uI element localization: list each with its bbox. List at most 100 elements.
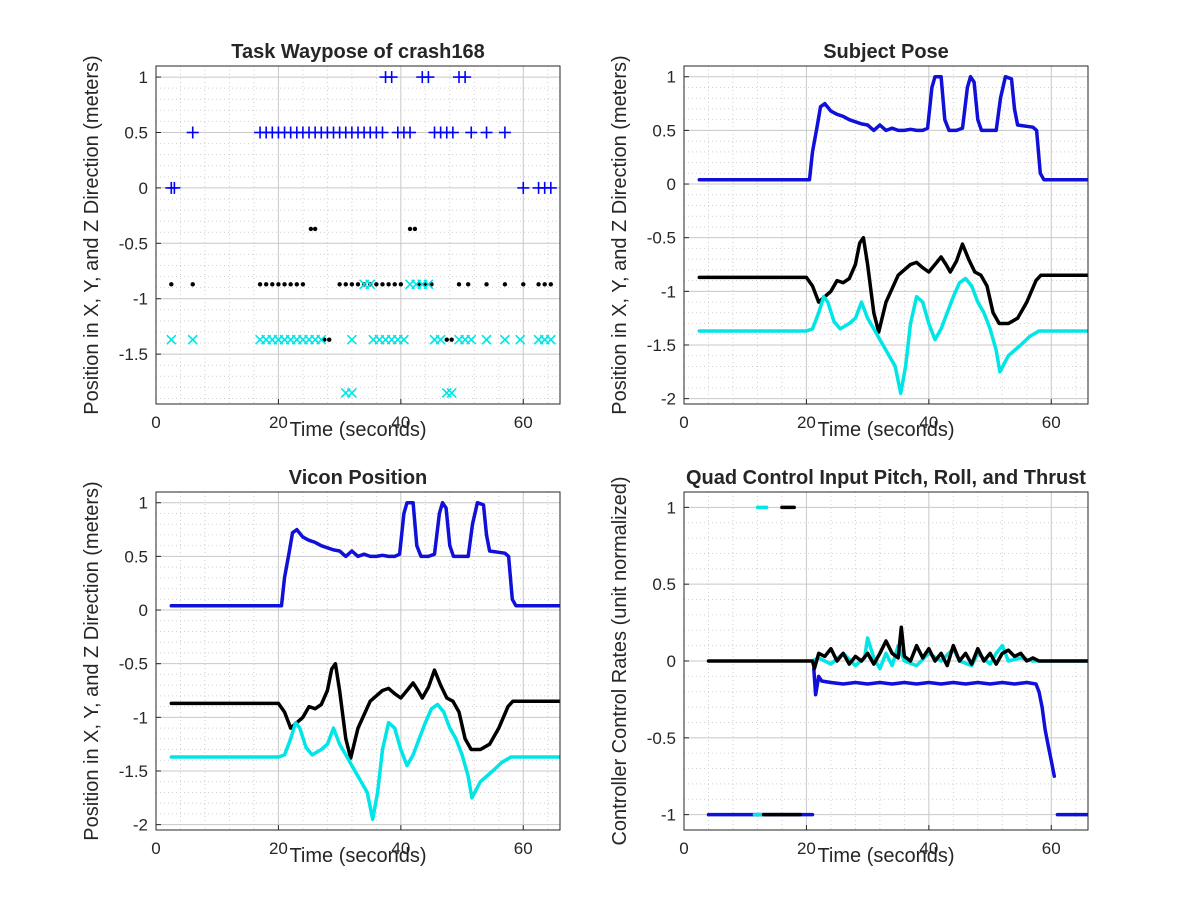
y-tick-label: -1 bbox=[661, 806, 676, 825]
x-tick-label: 20 bbox=[797, 413, 816, 432]
scatter-point-plus bbox=[480, 126, 493, 139]
scatter-point-dot bbox=[521, 282, 526, 287]
y-tick-label: -1.5 bbox=[119, 345, 148, 364]
scatter-point-dot bbox=[548, 282, 554, 287]
scatter-point-x bbox=[499, 334, 510, 345]
y-tick-label: 0 bbox=[667, 175, 676, 194]
y-tick-label: 0 bbox=[667, 652, 676, 671]
x-tick-label: 40 bbox=[919, 413, 938, 432]
x-tick-label: 0 bbox=[151, 413, 160, 432]
subplot-vicon-position: Vicon Position Time (seconds) Position i… bbox=[81, 467, 561, 867]
scatter-point-plus bbox=[517, 181, 530, 194]
x-axis-label: Time (seconds) bbox=[817, 419, 954, 441]
plot-data bbox=[165, 71, 557, 398]
scatter-point-x bbox=[481, 334, 492, 345]
y-tick-label: 0.5 bbox=[124, 123, 148, 142]
scatter-point-dot bbox=[337, 282, 342, 287]
subplot-title: Quad Control Input Pitch, Roll, and Thru… bbox=[686, 467, 1086, 489]
scatter-point-dot bbox=[380, 282, 385, 287]
y-tick-label: -0.5 bbox=[647, 729, 676, 748]
scatter-point-dot bbox=[502, 282, 508, 287]
scatter-point-dot bbox=[300, 282, 306, 287]
subplot-quad-control-input: Quad Control Input Pitch, Roll, and Thru… bbox=[609, 467, 1089, 867]
scatter-point-plus bbox=[422, 71, 435, 84]
axes-box bbox=[683, 65, 1089, 405]
scatter-point-dot bbox=[263, 282, 269, 287]
y-tick-label: 1 bbox=[139, 68, 148, 87]
y-tick-label: -1 bbox=[133, 290, 148, 309]
x-tick-label: 40 bbox=[391, 839, 410, 858]
y-tick-label: 0 bbox=[139, 601, 148, 620]
scatter-point-dot bbox=[349, 282, 355, 287]
scatter-point-dot bbox=[355, 282, 361, 287]
scatter-point-plus bbox=[459, 71, 472, 84]
series-line-2 bbox=[169, 702, 560, 822]
scatter-point-x bbox=[466, 334, 477, 345]
scatter-point-dot bbox=[294, 282, 299, 287]
series-line-2 bbox=[706, 505, 1088, 817]
scatter-point-dot bbox=[343, 282, 348, 287]
scatter-point-dot bbox=[282, 282, 287, 287]
plot-data bbox=[706, 505, 1088, 817]
plot-data bbox=[697, 74, 1088, 396]
scatter-point-x bbox=[398, 334, 409, 345]
scatter-point-dot bbox=[449, 337, 454, 342]
x-tick-label: 60 bbox=[514, 839, 533, 858]
y-tick-label: 1 bbox=[667, 498, 676, 517]
y-tick-label: 1 bbox=[667, 68, 676, 87]
subplot-title: Vicon Position bbox=[289, 467, 428, 489]
subplot-title: Task Waypose of crash168 bbox=[231, 41, 484, 63]
scatter-point-dot bbox=[542, 282, 547, 287]
scatter-point-dot bbox=[444, 337, 449, 342]
scatter-point-plus bbox=[446, 126, 459, 139]
y-tick-label: 1 bbox=[139, 494, 148, 513]
scatter-point-dot bbox=[288, 282, 293, 287]
axes-box bbox=[155, 65, 561, 405]
y-tick-label: 0.5 bbox=[652, 575, 676, 594]
scatter-point-dot bbox=[327, 337, 332, 342]
scatter-point-dot bbox=[169, 282, 174, 287]
y-tick-label: -1.5 bbox=[647, 336, 676, 355]
y-tick-label: -0.5 bbox=[647, 229, 676, 248]
scatter-point-dot bbox=[484, 282, 489, 287]
scatter-point-dot bbox=[374, 282, 379, 287]
x-tick-label: 0 bbox=[679, 839, 688, 858]
scatter-point-plus bbox=[385, 71, 398, 84]
x-tick-label: 20 bbox=[269, 839, 288, 858]
scatter-point-x bbox=[346, 334, 357, 345]
x-axis-label: Time (seconds) bbox=[289, 845, 426, 867]
y-axis-label: Controller Control Rates (unit normalize… bbox=[609, 476, 631, 845]
series-line-1 bbox=[169, 661, 560, 760]
scatter-point-x bbox=[515, 334, 526, 345]
y-tick-label: -0.5 bbox=[119, 655, 148, 674]
major-grid: 0 20 40 60 1 0.5 0 -0.5 -1 -1.5 -2 bbox=[647, 66, 1088, 432]
scatter-point-dot bbox=[257, 282, 263, 287]
scatter-point-x bbox=[365, 279, 376, 290]
x-axis-label: Time (seconds) bbox=[817, 845, 954, 867]
scatter-point-plus bbox=[186, 126, 199, 139]
y-axis-label: Position in X, Y, and Z Direction (meter… bbox=[609, 55, 631, 414]
minor-grid bbox=[156, 66, 560, 404]
axes-box bbox=[683, 491, 1089, 831]
scatter-point-dot bbox=[270, 282, 275, 287]
x-tick-label: 0 bbox=[679, 413, 688, 432]
x-tick-label: 60 bbox=[1042, 413, 1061, 432]
scatter-point-dot bbox=[392, 282, 397, 287]
scatter-point-x bbox=[446, 387, 457, 398]
y-tick-label: -1 bbox=[661, 282, 676, 301]
y-axis-label: Position in X, Y, and Z Direction (meter… bbox=[81, 481, 103, 840]
scatter-point-dot bbox=[465, 282, 471, 287]
scatter-point-x bbox=[166, 334, 177, 345]
scatter-point-dot bbox=[456, 282, 462, 287]
series-line-2 bbox=[697, 276, 1088, 396]
subplot-subject-pose: Subject Pose Time (seconds) Position in … bbox=[609, 41, 1089, 441]
y-axis-label: Position in X, Y, and Z Direction (meter… bbox=[81, 55, 103, 414]
x-axis-label: Time (seconds) bbox=[289, 419, 426, 441]
scatter-point-plus bbox=[376, 126, 389, 139]
scatter-point-dot bbox=[276, 282, 281, 287]
y-tick-label: -2 bbox=[133, 816, 148, 835]
series-line-0 bbox=[697, 74, 1088, 182]
y-tick-label: -0.5 bbox=[119, 234, 148, 253]
x-tick-label: 60 bbox=[514, 413, 533, 432]
